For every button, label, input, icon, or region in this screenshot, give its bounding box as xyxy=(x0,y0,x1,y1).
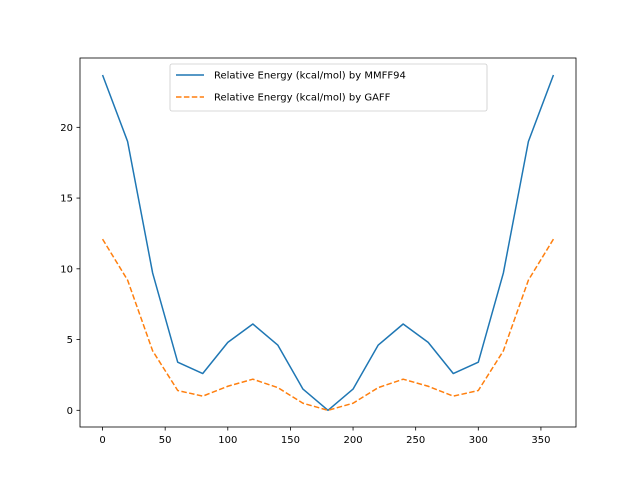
legend-label-2: Relative Energy (kcal/mol) by GAFF xyxy=(214,93,391,104)
x-tick-label: 150 xyxy=(281,435,300,446)
y-tick-label: 10 xyxy=(60,264,73,275)
legend-box xyxy=(169,63,488,112)
y-tick-label: 0 xyxy=(67,406,73,417)
x-tick-label: 350 xyxy=(531,435,550,446)
y-tick-label: 20 xyxy=(60,123,73,134)
y-tick-label: 15 xyxy=(60,194,73,205)
x-tick-label: 300 xyxy=(469,435,488,446)
x-axis: 0 50 100 150 200 250 300 350 xyxy=(99,427,550,446)
series-layer xyxy=(101,74,555,412)
series-line-2 xyxy=(101,238,555,412)
x-tick-label: 0 xyxy=(99,435,105,446)
x-tick-label: 100 xyxy=(218,435,237,446)
plot-area xyxy=(80,58,576,427)
series-line-1 xyxy=(101,74,555,412)
legend: Relative Energy (kcal/mol) by MMFF94 Rela… xyxy=(169,63,488,112)
y-tick-label: 5 xyxy=(67,335,73,346)
x-tick-label: 50 xyxy=(159,435,172,446)
x-tick-label: 250 xyxy=(406,435,425,446)
legend-label-1: Relative Energy (kcal/mol) by MMFF94 xyxy=(214,71,406,82)
plot-frame xyxy=(79,57,577,428)
x-tick-label: 200 xyxy=(344,435,363,446)
y-axis: 0 5 10 15 20 xyxy=(60,123,80,417)
